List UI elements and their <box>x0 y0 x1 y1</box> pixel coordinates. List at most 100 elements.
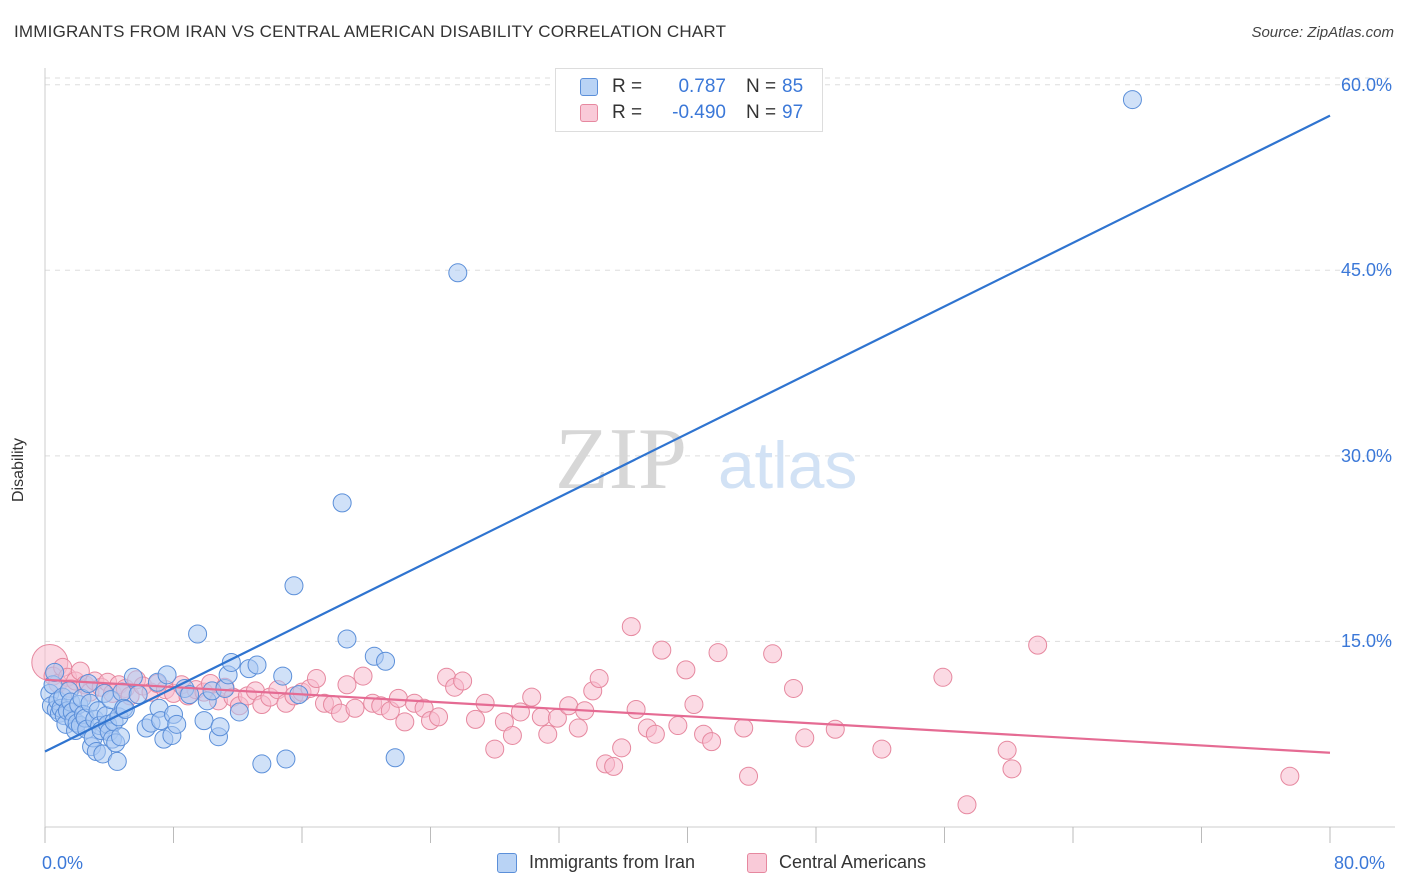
central-americans-point <box>626 699 646 719</box>
central-americans-point <box>429 707 449 727</box>
r-label: R = <box>612 102 643 123</box>
iran-point <box>210 717 230 737</box>
central-americans-point <box>475 693 495 713</box>
iran-points <box>40 90 1142 774</box>
central-americans-trend-line <box>44 678 1331 754</box>
legend-row-iran: R = 0.787 N = 85 <box>580 75 803 99</box>
central-americans-point <box>306 669 326 689</box>
legend-label-iran: Immigrants from Iran <box>529 852 696 872</box>
source-label: Source: ZipAtlas.com <box>1251 24 1394 41</box>
n-label: N = <box>746 102 777 123</box>
series-legend: Immigrants from Iran Central Americans <box>0 852 1406 876</box>
x-tick-label-max: 80.0% <box>1334 853 1386 873</box>
chart-title: IMMIGRANTS FROM IRAN VS CENTRAL AMERICAN… <box>14 22 727 41</box>
y-tick-label-15: 15.0% <box>1340 631 1392 652</box>
iran-point <box>252 754 272 774</box>
central-americans-point <box>559 696 579 716</box>
central-americans-point <box>538 724 558 744</box>
n-value: 85 <box>782 76 804 97</box>
legend-item-central-americans: Central Americans <box>747 852 926 873</box>
correlation-legend: R = 0.787 N = 85 R = -0.490 N = 97 <box>555 68 823 132</box>
iran-point <box>448 263 468 283</box>
central-americans-point <box>485 739 505 759</box>
r-value: -0.490 <box>672 102 726 123</box>
y-tick-label-60: 60.0% <box>1340 74 1392 95</box>
central-americans-point <box>531 707 551 727</box>
central-americans-point <box>465 709 485 729</box>
legend-label-central-americans: Central Americans <box>779 852 927 872</box>
iran-point <box>229 702 249 722</box>
y-tick-label-30: 30.0% <box>1340 445 1392 466</box>
iran-point <box>276 749 296 769</box>
iran-point <box>112 682 132 702</box>
iran-point <box>110 727 130 747</box>
iran-point <box>332 493 352 513</box>
iran-point <box>273 666 293 686</box>
iran-point <box>247 655 267 675</box>
central-americans-point <box>676 660 696 680</box>
legend-swatch-pink <box>580 104 598 122</box>
central-americans-point <box>621 617 641 637</box>
central-americans-point <box>612 738 632 758</box>
central-americans-point <box>825 719 845 739</box>
central-americans-point <box>957 795 977 815</box>
iran-point <box>45 662 65 682</box>
central-americans-point <box>522 687 542 707</box>
r-label: R = <box>612 76 643 97</box>
watermark-atlas: atlas <box>718 428 857 502</box>
n-value: 97 <box>782 102 804 123</box>
iran-point <box>128 685 148 705</box>
central-americans-point <box>668 716 688 736</box>
trend-lines <box>44 114 1331 754</box>
central-americans-point <box>604 756 624 776</box>
central-americans-point <box>1028 635 1048 655</box>
iran-point <box>284 576 304 596</box>
y-tick-label-45: 45.0% <box>1340 260 1392 281</box>
central-americans-point <box>784 678 804 698</box>
iran-point <box>376 651 396 671</box>
central-americans-point <box>734 718 754 738</box>
r-value: 0.787 <box>678 76 726 97</box>
central-americans-point <box>933 667 953 687</box>
central-americans-point <box>1280 766 1300 786</box>
legend-swatch-pink <box>747 852 767 873</box>
iran-point <box>167 714 187 734</box>
central-americans-point <box>502 725 522 745</box>
central-americans-point <box>795 728 815 748</box>
central-americans-point <box>684 695 704 715</box>
legend-item-iran: Immigrants from Iran <box>497 852 695 873</box>
iran-point <box>194 711 214 731</box>
iran-point <box>107 751 127 771</box>
iran-point <box>1122 90 1142 110</box>
central-americans-point <box>645 724 665 744</box>
central-americans-point <box>345 698 365 718</box>
central-americans-point <box>568 718 588 738</box>
central-americans-point <box>589 669 609 689</box>
iran-point <box>188 624 208 644</box>
central-americans-point <box>337 675 357 695</box>
central-americans-point <box>739 766 759 786</box>
central-americans-point <box>872 739 892 759</box>
watermark: ZIP atlas <box>555 411 857 508</box>
n-label: N = <box>746 76 777 97</box>
central-americans-point <box>353 666 373 686</box>
central-americans-point <box>997 740 1017 760</box>
watermark-zip: ZIP <box>555 411 687 508</box>
central-americans-point <box>763 644 783 664</box>
iran-point <box>337 629 357 649</box>
legend-swatch-blue <box>580 78 598 96</box>
legend-swatch-blue <box>497 852 517 873</box>
iran-trend-line <box>44 114 1331 753</box>
legend-row-central-americans: R = -0.490 N = 97 <box>580 101 803 125</box>
central-americans-point <box>395 712 415 732</box>
central-americans-point <box>453 671 473 691</box>
iran-point <box>157 665 177 685</box>
central-americans-point <box>1002 759 1022 779</box>
iran-point <box>180 685 200 705</box>
central-americans-point <box>652 640 672 660</box>
central-americans-point <box>708 643 728 663</box>
x-tick-label-min: 0.0% <box>42 853 84 873</box>
iran-point <box>123 667 143 687</box>
grid-lines <box>45 77 1395 642</box>
